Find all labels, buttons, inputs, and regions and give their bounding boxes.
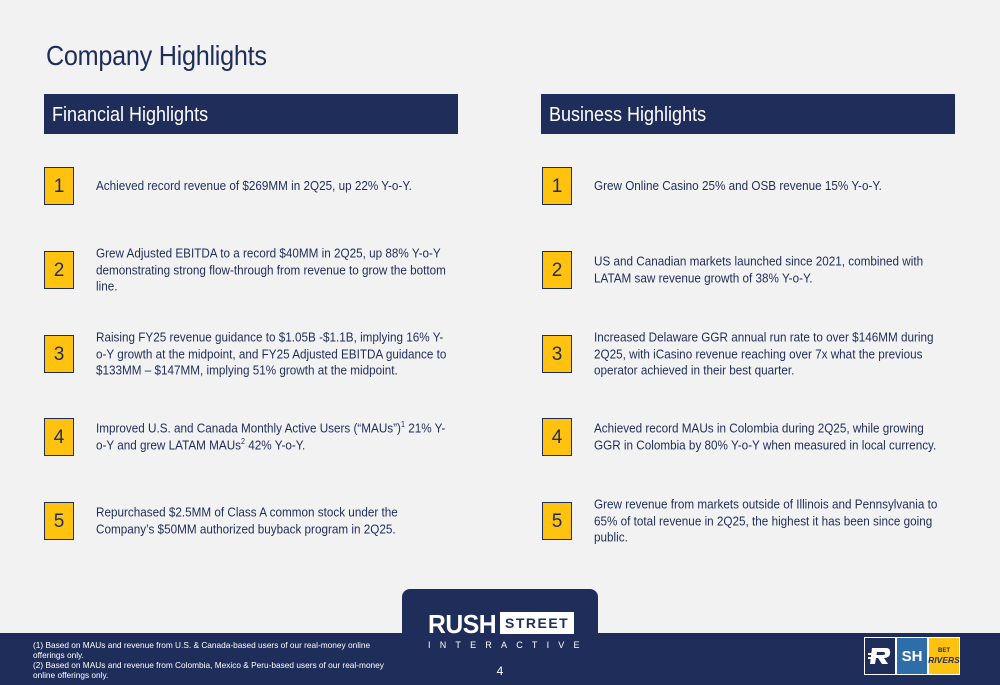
logo-interactive-text: INTERACTIVE	[428, 640, 589, 650]
footnote-2: (2) Based on MAUs and revenue from Colom…	[33, 660, 384, 680]
financial-item-text: Repurchased $2.5MM of Class A common sto…	[96, 504, 398, 537]
betrivers-logo-bottom: RIVERS	[928, 655, 960, 665]
page-number: 4	[496, 664, 504, 678]
business-item-text: Grew revenue from markets outside of Ill…	[594, 496, 938, 545]
financial-highlights-title: Financial Highlights	[52, 104, 209, 126]
business-item-2: 2 US and Canadian markets launched since…	[542, 251, 962, 289]
business-item-text: Grew Online Casino 25% and OSB revenue 1…	[594, 177, 882, 193]
financial-item-4: 4 Improved U.S. and Canada Monthly Activ…	[44, 418, 464, 456]
footnote-1: (1) Based on MAUs and revenue from U.S. …	[33, 640, 371, 660]
brand-logos: SH BET RIVERS	[864, 637, 960, 675]
financial-item-5: 5 Repurchased $2.5MM of Class A common s…	[44, 502, 464, 540]
financial-item-text: Achieved record revenue of $269MM in 2Q2…	[96, 177, 412, 193]
financial-item-text: Raising FY25 revenue guidance to $1.05B …	[96, 329, 447, 378]
page-title: Company Highlights	[46, 40, 267, 71]
business-item-1: 1 Grew Online Casino 25% and OSB revenue…	[542, 167, 962, 205]
financial-highlights-header: Financial Highlights	[44, 94, 458, 134]
number-badge: 4	[44, 418, 74, 456]
rsi-r-logo-icon	[864, 637, 896, 675]
number-badge: 1	[44, 167, 74, 205]
rsi-r-logo-icon-svg	[868, 648, 891, 664]
number-badge: 3	[542, 335, 572, 373]
financial-item-3: 3 Raising FY25 revenue guidance to $1.05…	[44, 329, 464, 377]
number-badge: 2	[542, 251, 572, 289]
business-item-4: 4 Achieved record MAUs in Colombia durin…	[542, 418, 962, 456]
betrivers-logo-icon: BET RIVERS	[928, 637, 960, 675]
business-item-5: 5 Grew revenue from markets outside of I…	[542, 496, 962, 544]
betrivers-logo-top: BET	[938, 648, 950, 654]
financial-item-2: 2 Grew Adjusted EBITDA to a record $40MM…	[44, 245, 464, 293]
business-item-text: Achieved record MAUs in Colombia during …	[594, 420, 937, 453]
business-item-text: Increased Delaware GGR annual run rate t…	[594, 329, 934, 378]
financial-item-text-part: 21% Y-o-Y and grew LATAM MAUs	[96, 420, 446, 453]
business-item-text: US and Canadian markets launched since 2…	[594, 253, 924, 286]
financial-item-text-part: Improved U.S. and Canada Monthly Active …	[96, 420, 401, 436]
number-badge: 5	[542, 502, 572, 540]
financial-item-text: Improved U.S. and Canada Monthly Active …	[96, 421, 452, 454]
footnote-marker: 1	[400, 420, 405, 430]
financial-item-text: Grew Adjusted EBITDA to a record $40MM i…	[96, 245, 446, 294]
logo-street-text: STREET	[500, 612, 575, 634]
number-badge: 5	[44, 502, 74, 540]
business-item-3: 3 Increased Delaware GGR annual run rate…	[542, 329, 962, 377]
footnotes: (1) Based on MAUs and revenue from U.S. …	[33, 640, 403, 680]
rush-street-interactive-logo: RUSH STREET INTERACTIVE	[402, 589, 598, 685]
number-badge: 1	[542, 167, 572, 205]
business-highlights-title: Business Highlights	[549, 104, 707, 126]
sportshub-logo-icon: SH	[896, 637, 928, 675]
number-badge: 2	[44, 251, 74, 289]
financial-item-1: 1 Achieved record revenue of $269MM in 2…	[44, 167, 464, 205]
number-badge: 4	[542, 418, 572, 456]
footnote-marker: 2	[241, 436, 246, 446]
financial-item-text-part: 42% Y-o-Y.	[245, 437, 306, 452]
logo-rush-text: RUSH	[428, 609, 497, 639]
business-highlights-header: Business Highlights	[541, 94, 955, 134]
number-badge: 3	[44, 335, 74, 373]
sportshub-logo-text: SH	[901, 647, 923, 665]
